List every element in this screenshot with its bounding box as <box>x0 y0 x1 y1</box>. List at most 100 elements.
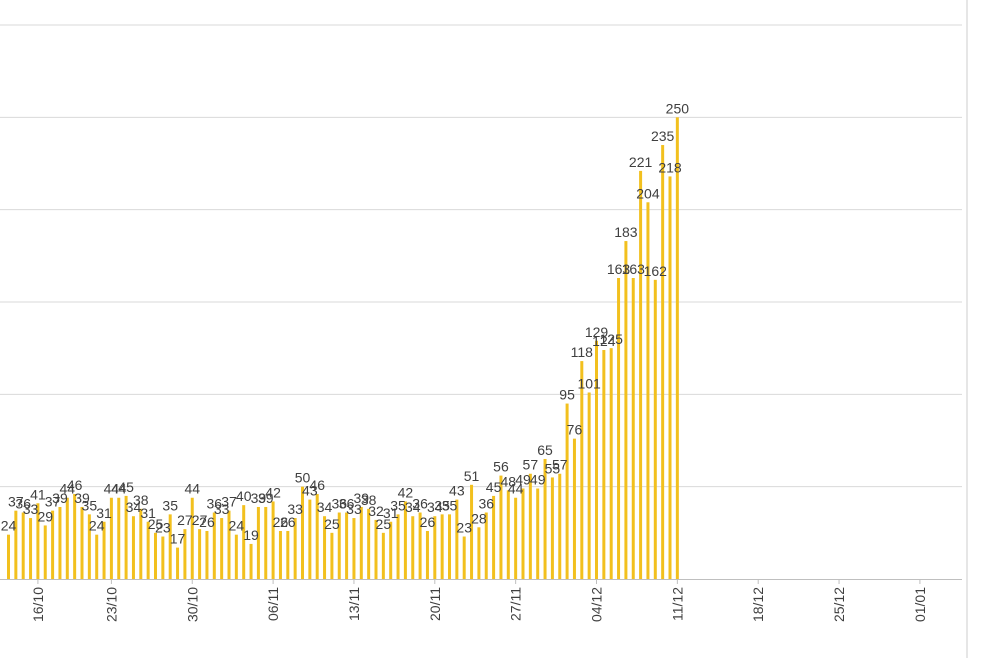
data-label: 24 <box>89 518 105 534</box>
data-label: 35 <box>82 497 98 513</box>
bar <box>521 488 525 579</box>
bar <box>139 508 143 579</box>
data-label: 33 <box>214 501 230 517</box>
data-label: 17 <box>170 531 186 547</box>
x-tick-label: 27/11 <box>508 587 524 621</box>
data-label: 42 <box>398 484 414 500</box>
x-tick-label: 01/01 <box>912 587 928 622</box>
data-label: 34 <box>317 499 333 515</box>
bar <box>624 241 628 579</box>
data-label: 41 <box>30 486 46 502</box>
data-label: 204 <box>636 185 660 201</box>
x-tick-label: 13/11 <box>346 587 362 621</box>
bar <box>124 495 128 579</box>
bar <box>448 514 451 579</box>
bar <box>21 512 25 579</box>
data-label: 37 <box>221 494 237 510</box>
bar <box>51 510 55 579</box>
data-label: 40 <box>236 488 252 504</box>
bar <box>301 486 304 579</box>
bar <box>131 516 135 579</box>
data-label: 31 <box>140 505 156 521</box>
bar <box>183 529 187 579</box>
data-label: 27 <box>192 512 208 528</box>
bar <box>668 176 672 579</box>
bar <box>506 490 510 579</box>
data-label: 39 <box>52 490 68 506</box>
bar <box>73 494 77 579</box>
data-label: 19 <box>243 527 259 543</box>
bar <box>264 506 268 579</box>
bar <box>499 475 503 579</box>
data-label: 218 <box>658 159 682 175</box>
bar <box>396 514 400 579</box>
data-label: 33 <box>23 501 39 517</box>
data-label: 56 <box>493 459 509 475</box>
bar <box>646 202 650 579</box>
data-label: 57 <box>523 457 539 473</box>
data-label: 23 <box>155 520 171 536</box>
x-tick-label: 06/11 <box>265 587 281 621</box>
bar <box>381 532 385 579</box>
data-label: 31 <box>383 505 399 521</box>
bar <box>190 497 194 579</box>
data-label: 45 <box>118 479 134 495</box>
data-label: 162 <box>644 263 668 279</box>
data-label: 39 <box>74 490 90 506</box>
x-tick-label: 20/11 <box>427 587 443 621</box>
data-label: 38 <box>133 492 149 508</box>
bar <box>7 534 10 579</box>
bar <box>631 277 635 579</box>
data-label: 39 <box>258 490 274 506</box>
bar <box>536 488 540 579</box>
x-tick-label: 11/12 <box>669 587 685 621</box>
data-label: 46 <box>67 477 83 493</box>
bar <box>330 532 334 579</box>
data-label: 46 <box>309 477 325 493</box>
data-label: 36 <box>15 496 31 512</box>
x-tick-label: 04/12 <box>589 587 605 622</box>
data-label: 35 <box>390 497 406 513</box>
data-label: 65 <box>537 442 553 458</box>
data-label: 49 <box>530 472 546 488</box>
bar <box>87 514 91 579</box>
bar <box>58 506 62 579</box>
data-label: 36 <box>207 496 223 512</box>
x-tick-label: 16/10 <box>30 587 46 622</box>
bar <box>293 518 297 579</box>
bar <box>528 473 532 579</box>
data-label: 29 <box>37 508 53 524</box>
x-tick-label: 18/12 <box>750 587 766 622</box>
x-tick-label: 25/12 <box>831 587 847 622</box>
bar <box>359 506 363 579</box>
data-label: 35 <box>442 497 458 513</box>
bar <box>440 514 444 579</box>
data-label: 26 <box>199 514 215 530</box>
data-label: 95 <box>559 387 575 403</box>
bar <box>154 532 157 579</box>
data-label: 35 <box>434 497 450 513</box>
data-label: 44 <box>184 481 200 497</box>
data-label: 32 <box>368 503 384 519</box>
data-label: 26 <box>420 514 436 530</box>
bar <box>653 279 657 579</box>
data-label: 33 <box>346 501 362 517</box>
bar <box>242 505 246 579</box>
data-label: 129 <box>585 324 609 340</box>
bar <box>514 497 518 579</box>
data-label: 101 <box>577 375 601 391</box>
data-label: 221 <box>629 154 653 170</box>
bar <box>212 512 216 579</box>
data-label: 39 <box>354 490 370 506</box>
data-label: 28 <box>471 510 487 526</box>
bar <box>271 501 275 579</box>
bar <box>109 497 113 579</box>
bar <box>102 521 106 579</box>
bar <box>617 277 621 579</box>
data-label: 44 <box>508 481 524 497</box>
bar <box>205 530 209 579</box>
data-label: 250 <box>666 100 690 116</box>
bar <box>337 512 341 579</box>
